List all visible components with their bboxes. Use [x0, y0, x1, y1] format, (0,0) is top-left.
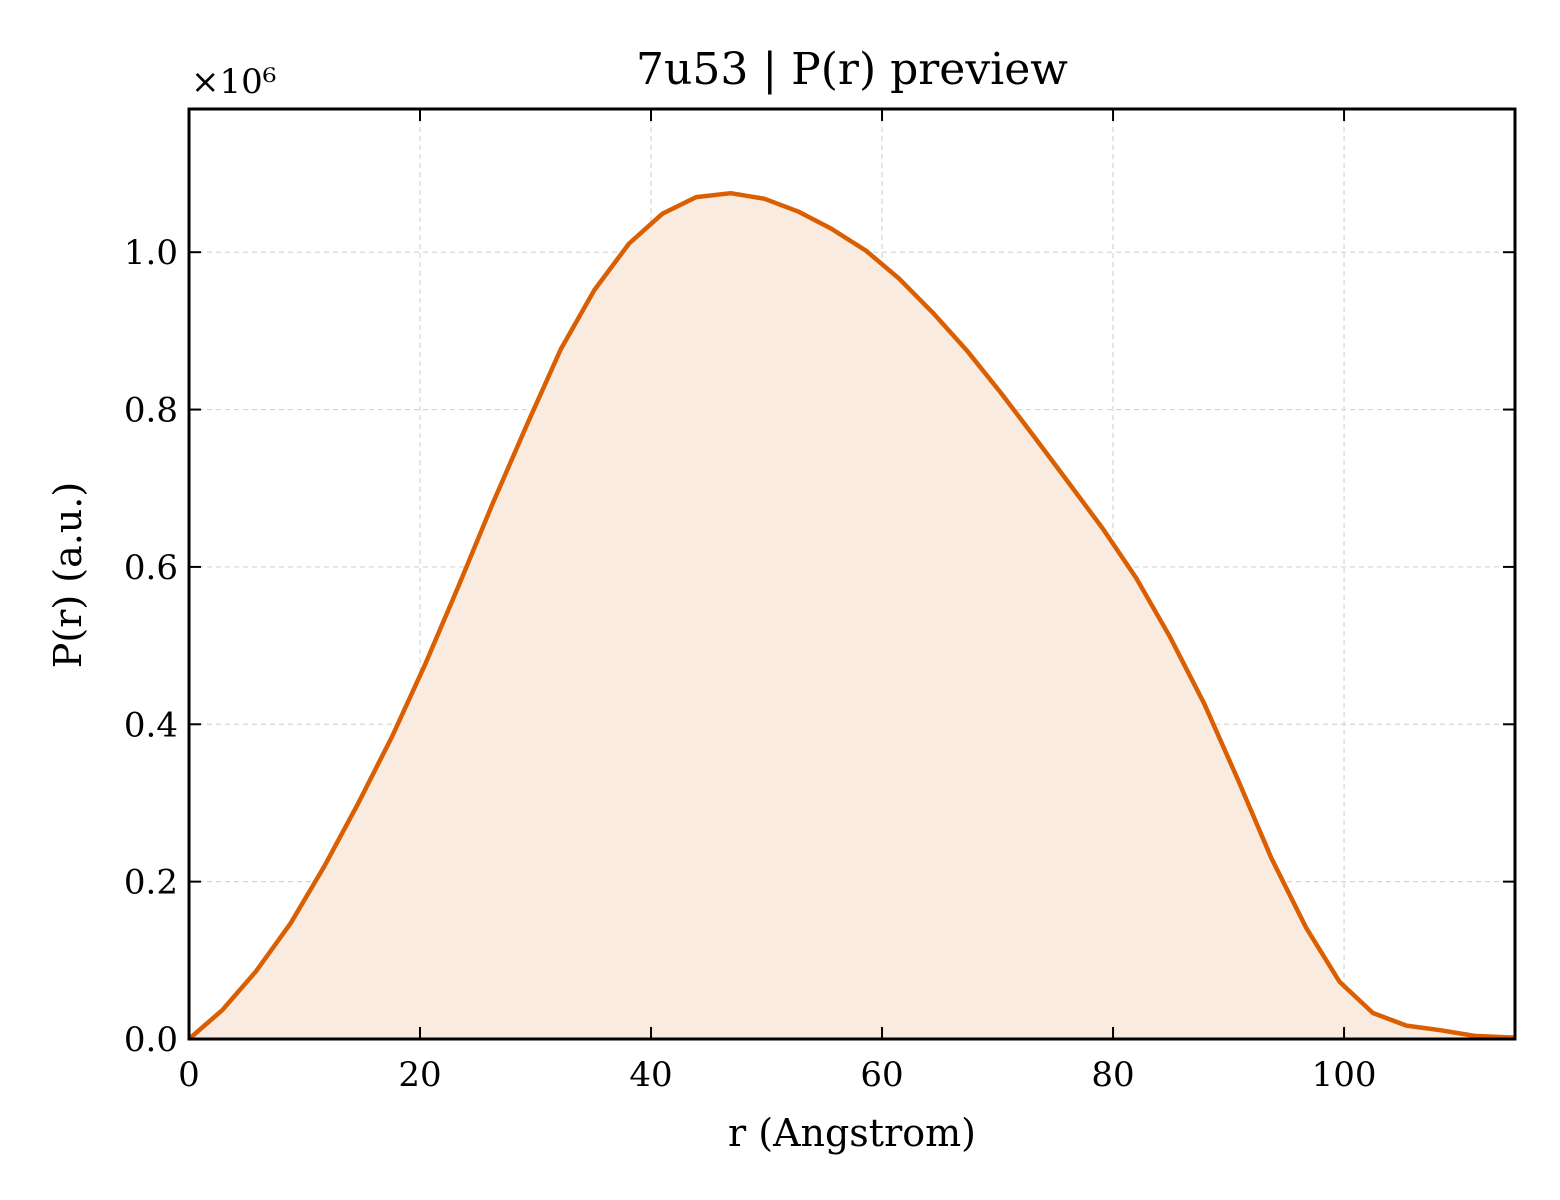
x-tick-label: 100	[1312, 1055, 1377, 1095]
pr-curve-line	[187, 190, 1515, 1041]
x-tick-label: 60	[860, 1055, 903, 1095]
y-axis-label: P(r) (a.u.)	[46, 482, 90, 668]
x-tick-label: 80	[1091, 1055, 1134, 1095]
tick-label-layer: 0 20 40 60 80 100 0.0 0.2 0.4 0.6 0.8 1.0	[124, 233, 1377, 1095]
y-tick-label: 0.6	[124, 548, 178, 588]
pr-area-fill	[189, 193, 1515, 1039]
y-tick-label: 1.0	[124, 233, 178, 273]
x-tick-label: 40	[629, 1055, 672, 1095]
tick-layer	[188, 109, 1515, 1040]
y-tick-label: 0.0	[124, 1020, 178, 1060]
y-tick-label: 0.4	[124, 705, 178, 745]
x-axis-label: r (Angstrom)	[728, 1111, 976, 1155]
y-offset-label: ×10⁶	[191, 62, 276, 102]
y-tick-label: 0.2	[124, 863, 178, 903]
y-tick-label: 0.8	[124, 391, 178, 431]
chart-title: 7u53 | P(r) preview	[636, 44, 1068, 95]
x-tick-label: 20	[398, 1055, 441, 1095]
x-tick-label: 0	[178, 1055, 200, 1095]
plot-frame	[187, 107, 1517, 1041]
